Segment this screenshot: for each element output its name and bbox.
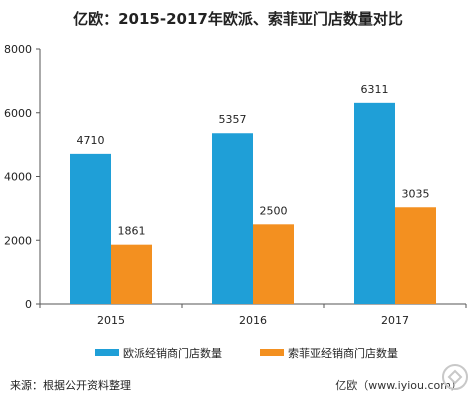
legend-swatch [260,349,284,356]
y-tick-label: 4000 [4,171,32,184]
bar-oppein [70,153,111,304]
x-tick-label: 2016 [239,314,267,327]
y-tick-label: 8000 [4,43,32,56]
watermark-logo-icon [442,364,468,390]
bar-oppein [354,102,395,304]
legend-label: 索菲亚经销商门店数量 [288,346,398,360]
data-label: 6311 [361,83,389,96]
x-tick-label: 2017 [381,314,409,327]
data-label: 3035 [402,187,430,200]
data-label: 5357 [219,113,247,126]
y-tick-label: 2000 [4,234,32,247]
watermark-text: 亿欧（www.iyiou.com） [335,379,462,392]
bar-sofia [111,244,152,304]
source-note: 来源：根据公开资料整理 [10,379,131,392]
bar-sofia [395,207,436,304]
bar-sofia [253,224,294,304]
data-label: 2500 [260,204,288,217]
y-tick-label: 0 [25,298,32,311]
data-label: 1861 [118,225,146,238]
y-tick-label: 6000 [4,107,32,120]
x-tick-label: 2015 [97,314,125,327]
legend-swatch [95,349,119,356]
bar-oppein [212,133,253,304]
data-label: 4710 [77,134,105,147]
legend-label: 欧派经销商门店数量 [123,346,222,360]
chart-title: 亿欧：2015-2017年欧派、索菲亚门店数量对比 [73,10,403,28]
